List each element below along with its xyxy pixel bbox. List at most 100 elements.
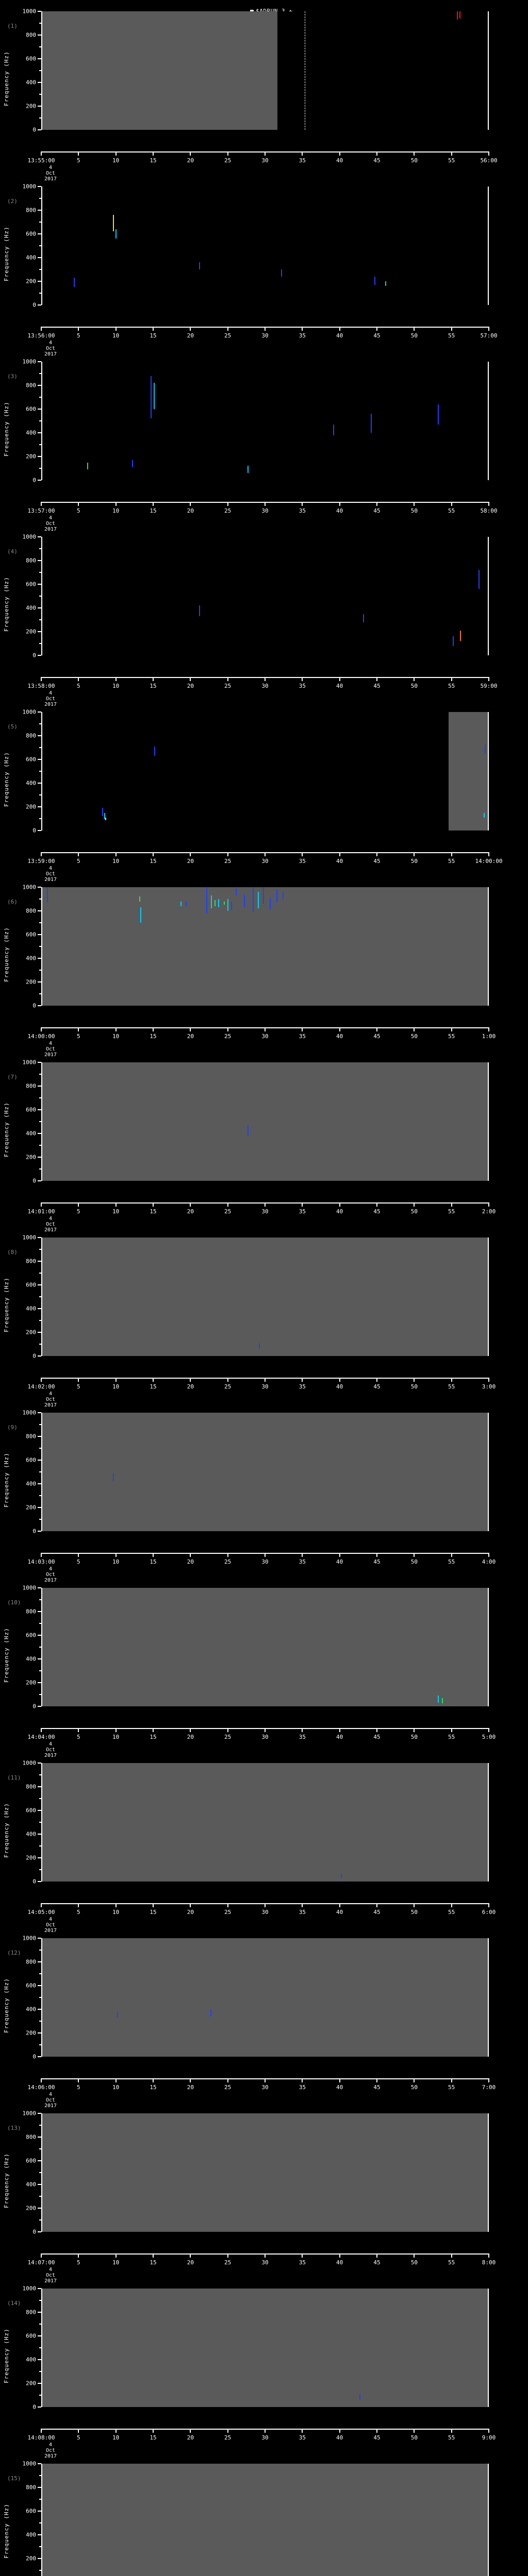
y-tick-minor <box>39 970 41 971</box>
noise-block <box>42 1588 488 1706</box>
panel-number: (9) <box>7 1424 18 1431</box>
plot-area[interactable] <box>41 1938 489 2057</box>
y-tick-major <box>38 1284 41 1285</box>
y-tick-label: 200 <box>26 1329 36 1336</box>
detection-trace <box>199 262 200 269</box>
plot-area[interactable] <box>41 187 489 305</box>
x-tick-label: 15 <box>150 683 157 689</box>
detection-trace <box>459 11 460 19</box>
plot-area[interactable] <box>41 1413 489 1531</box>
y-tick-major <box>38 711 41 713</box>
plot-area[interactable] <box>41 1763 489 1882</box>
x-tick-label: 15 <box>150 2259 157 2266</box>
x-tick <box>339 1903 340 1907</box>
plot-area[interactable] <box>41 1588 489 1706</box>
plot-area[interactable] <box>41 712 489 831</box>
x-tick-label: 15 <box>150 332 157 339</box>
plot-area[interactable] <box>41 887 489 1006</box>
x-tick-label: 15 <box>150 1033 157 1040</box>
plot-area[interactable] <box>41 362 489 480</box>
x-tick <box>302 2253 303 2258</box>
x-tick-label: 15 <box>150 1909 157 1916</box>
y-tick-label: 0 <box>32 301 36 309</box>
detection-trace <box>102 808 103 817</box>
x-tick <box>227 852 228 856</box>
x-tick <box>339 2429 340 2433</box>
x-tick <box>488 1553 489 1557</box>
x-tick-label: 40 <box>336 2434 343 2441</box>
detection-trace <box>460 630 461 641</box>
x-tick <box>115 2253 117 2258</box>
y-tick-minor <box>39 548 41 549</box>
x-tick <box>488 1202 489 1207</box>
y-tick-minor <box>39 2475 41 2476</box>
plot-area[interactable] <box>41 537 489 655</box>
detection-trace <box>359 2394 360 2400</box>
x-tick-label: 45 <box>373 683 381 689</box>
x-tick <box>78 852 79 856</box>
x-tick-label: 35 <box>299 1558 306 1565</box>
x-tick <box>451 1903 452 1907</box>
y-tick-major <box>38 1531 41 1532</box>
x-tick <box>451 2429 452 2433</box>
noise-block <box>449 712 488 831</box>
y-tick-label: 200 <box>26 1854 36 1861</box>
x-tick-label: 13:56:00 <box>27 332 55 339</box>
x-tick-label: 30 <box>261 1033 269 1040</box>
x-tick <box>339 1202 340 1207</box>
x-tick <box>302 852 303 856</box>
plot-area[interactable] <box>41 1062 489 1181</box>
y-tick-label: 200 <box>26 1504 36 1511</box>
detection-trace <box>185 901 187 906</box>
detection-trace <box>478 570 480 589</box>
y-tick-label: 200 <box>26 2205 36 2212</box>
y-tick-label: 1000 <box>22 1409 37 1416</box>
x-tick-label: 50 <box>410 1558 418 1565</box>
y-tick-label: 400 <box>26 955 36 962</box>
noise-block <box>42 1238 488 1356</box>
plot-area[interactable] <box>41 2113 489 2232</box>
y-tick-major <box>38 1355 41 1357</box>
y-tick-label: 0 <box>32 2403 36 2411</box>
y-tick-label: 800 <box>26 557 36 564</box>
y-axis: Frequency (Hz) (8) 0 200 400 600 800 1000 <box>0 1234 41 1360</box>
detection-trace <box>252 887 254 912</box>
y-tick-label: 200 <box>26 278 36 285</box>
y-tick-label: 600 <box>26 2332 36 2340</box>
x-tick <box>339 2078 340 2082</box>
x-tick <box>265 677 266 681</box>
x-tick <box>153 2429 154 2433</box>
y-tick-major <box>38 830 41 831</box>
x-tick <box>41 502 42 506</box>
x-tick-label: 50 <box>410 1208 418 1215</box>
x-tick-label: 45 <box>373 858 381 865</box>
y-tick-label: 800 <box>26 732 36 739</box>
y-axis: Frequency (Hz) (11) 0 200 400 600 800 1000 <box>0 1760 41 1885</box>
x-tick-label: 58:00 <box>480 507 498 514</box>
noise-block <box>42 1938 488 2057</box>
date-stamp: 4 Oct 2017 <box>44 1216 57 1233</box>
plot-area[interactable] <box>41 2289 489 2407</box>
x-tick <box>153 327 154 331</box>
y-tick-major <box>38 106 41 107</box>
y-tick-minor <box>39 643 41 644</box>
plot-area[interactable] <box>41 2464 489 2576</box>
panel-number: (3) <box>7 373 18 380</box>
x-tick-label: 45 <box>373 2084 381 2091</box>
y-tick-label: 0 <box>32 1528 36 1535</box>
x-tick <box>41 151 42 156</box>
plot-area[interactable] <box>41 1238 489 1356</box>
x-tick <box>265 1553 266 1557</box>
y-tick-major <box>38 385 41 386</box>
x-tick-label: 35 <box>299 2259 306 2266</box>
x-tick-label: 15 <box>150 2434 157 2441</box>
x-tick-label: 20 <box>187 1558 194 1565</box>
y-tick-label: 600 <box>26 2507 36 2515</box>
x-tick-label: 4:00 <box>482 1558 496 1565</box>
y-axis: Frequency (Hz) (13) 0 200 400 600 800 1000 <box>0 2110 41 2235</box>
plot-area[interactable] <box>41 11 489 130</box>
x-tick-label: 45 <box>373 507 381 514</box>
x-tick <box>41 2078 42 2082</box>
y-tick-major <box>38 2032 41 2033</box>
x-tick-label: 25 <box>224 157 232 164</box>
